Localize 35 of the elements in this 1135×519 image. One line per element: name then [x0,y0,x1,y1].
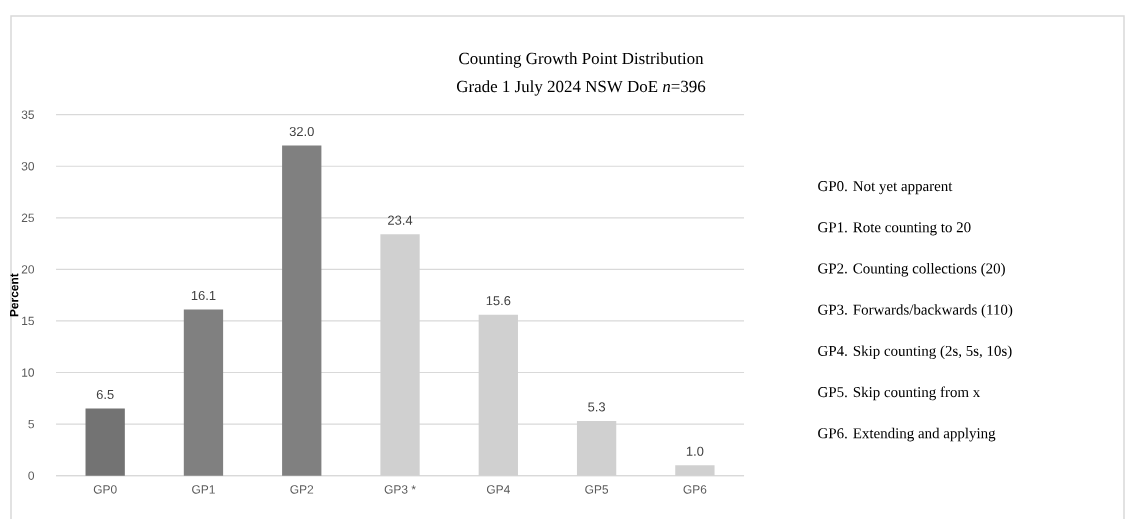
y-tick-label: 30 [21,162,35,171]
y-tick-label: 5 [28,419,35,429]
data-label: 15.6 [486,296,511,306]
text: GP5. Skip counting from x [818,386,981,401]
text: GP6. Extending and applying [818,427,996,442]
y-tick-label: 20 [21,265,35,274]
x-tick-label: GP2 [290,485,314,494]
x-tick-label: GP0 [93,485,117,494]
text: GP1. Rote counting to 20 [818,222,971,236]
x-tick-label: GP6 [683,485,707,494]
bar [282,145,322,476]
data-label: 16.1 [191,290,216,301]
x-tick-label: GP5 [585,485,609,494]
text: GP4. Skip counting (2s, 5s, 10s) [818,345,1012,359]
y-tick-label: 25 [21,213,34,223]
data-label: 5.3 [588,402,606,412]
y-tick-label: 0 [28,471,35,480]
chart-title: Counting Growth Point Distribution [459,52,704,68]
bar [85,408,125,476]
y-tick-label: 35 [21,110,34,119]
data-label: 32.0 [289,126,314,137]
data-label: 1.0 [686,446,704,456]
text: GP3. Forwards/backwards (110) [818,304,1013,318]
data-label: 6.5 [96,389,114,400]
y-tick-label: 15 [22,316,34,326]
y-tick-label: 10 [22,368,35,377]
x-tick-label: GP3 * [384,485,416,494]
y-axis-title: Percent [10,273,19,317]
x-tick-label: GP4 [486,485,510,494]
chart-subtitle: Grade 1 July 2024 NSW DoE n=396 [456,80,706,96]
text: GP0. Not yet apparent [818,181,953,195]
data-label: 23.4 [388,215,413,225]
bar [183,309,224,476]
text: GP2. Counting collections (20) [818,263,1005,277]
x-tick-label: GP1 [192,485,215,494]
